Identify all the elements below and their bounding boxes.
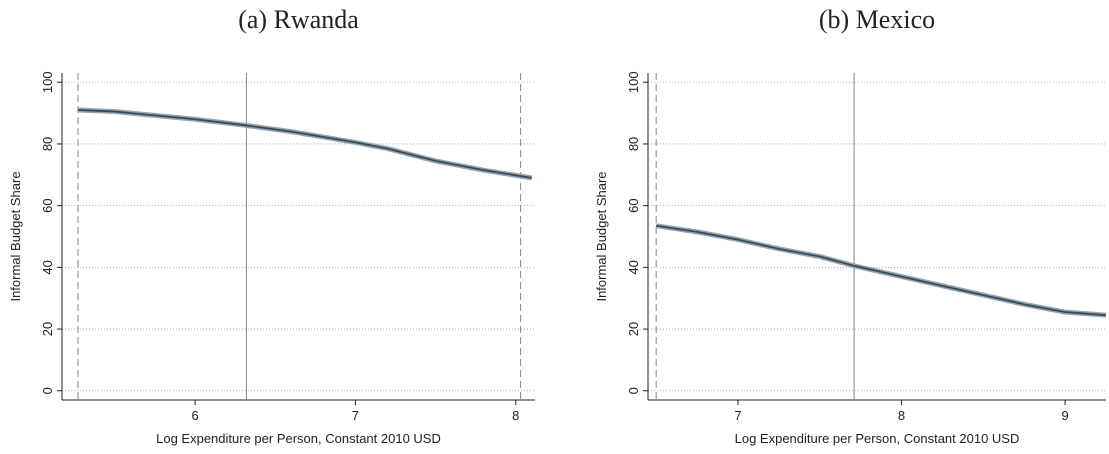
- panel-title: (b) Mexico: [819, 5, 935, 34]
- y-tick-label: 20: [626, 322, 641, 336]
- y-tick-label: 80: [40, 137, 55, 151]
- y-tick-label: 100: [626, 71, 641, 93]
- x-axis-label: Log Expenditure per Person, Constant 201…: [156, 431, 441, 446]
- line: [77, 109, 532, 179]
- confidence-band: [655, 223, 1107, 318]
- y-tick-label: 80: [626, 137, 641, 151]
- x-axis-label: Log Expenditure per Person, Constant 201…: [735, 431, 1020, 446]
- line: [656, 224, 1107, 317]
- panel-title: (a) Rwanda: [238, 5, 359, 34]
- y-tick-label: 60: [40, 198, 55, 212]
- x-tick-label: 7: [734, 408, 741, 423]
- y-tick-label: 100: [40, 71, 55, 93]
- y-tick-label: 60: [626, 198, 641, 212]
- y-tick-label: 40: [626, 260, 641, 274]
- x-tick-label: 8: [512, 408, 519, 423]
- y-tick-label: 0: [40, 387, 55, 394]
- y-tick-label: 20: [40, 322, 55, 336]
- y-axis-label: Informal Budget Share: [594, 171, 609, 301]
- y-tick-label: 0: [626, 387, 641, 394]
- y-axis-label: Informal Budget Share: [8, 171, 23, 301]
- x-tick-label: 7: [352, 408, 359, 423]
- x-tick-label: 8: [898, 408, 905, 423]
- x-tick-label: 6: [191, 408, 198, 423]
- y-tick-label: 40: [40, 260, 55, 274]
- x-tick-label: 9: [1061, 408, 1068, 423]
